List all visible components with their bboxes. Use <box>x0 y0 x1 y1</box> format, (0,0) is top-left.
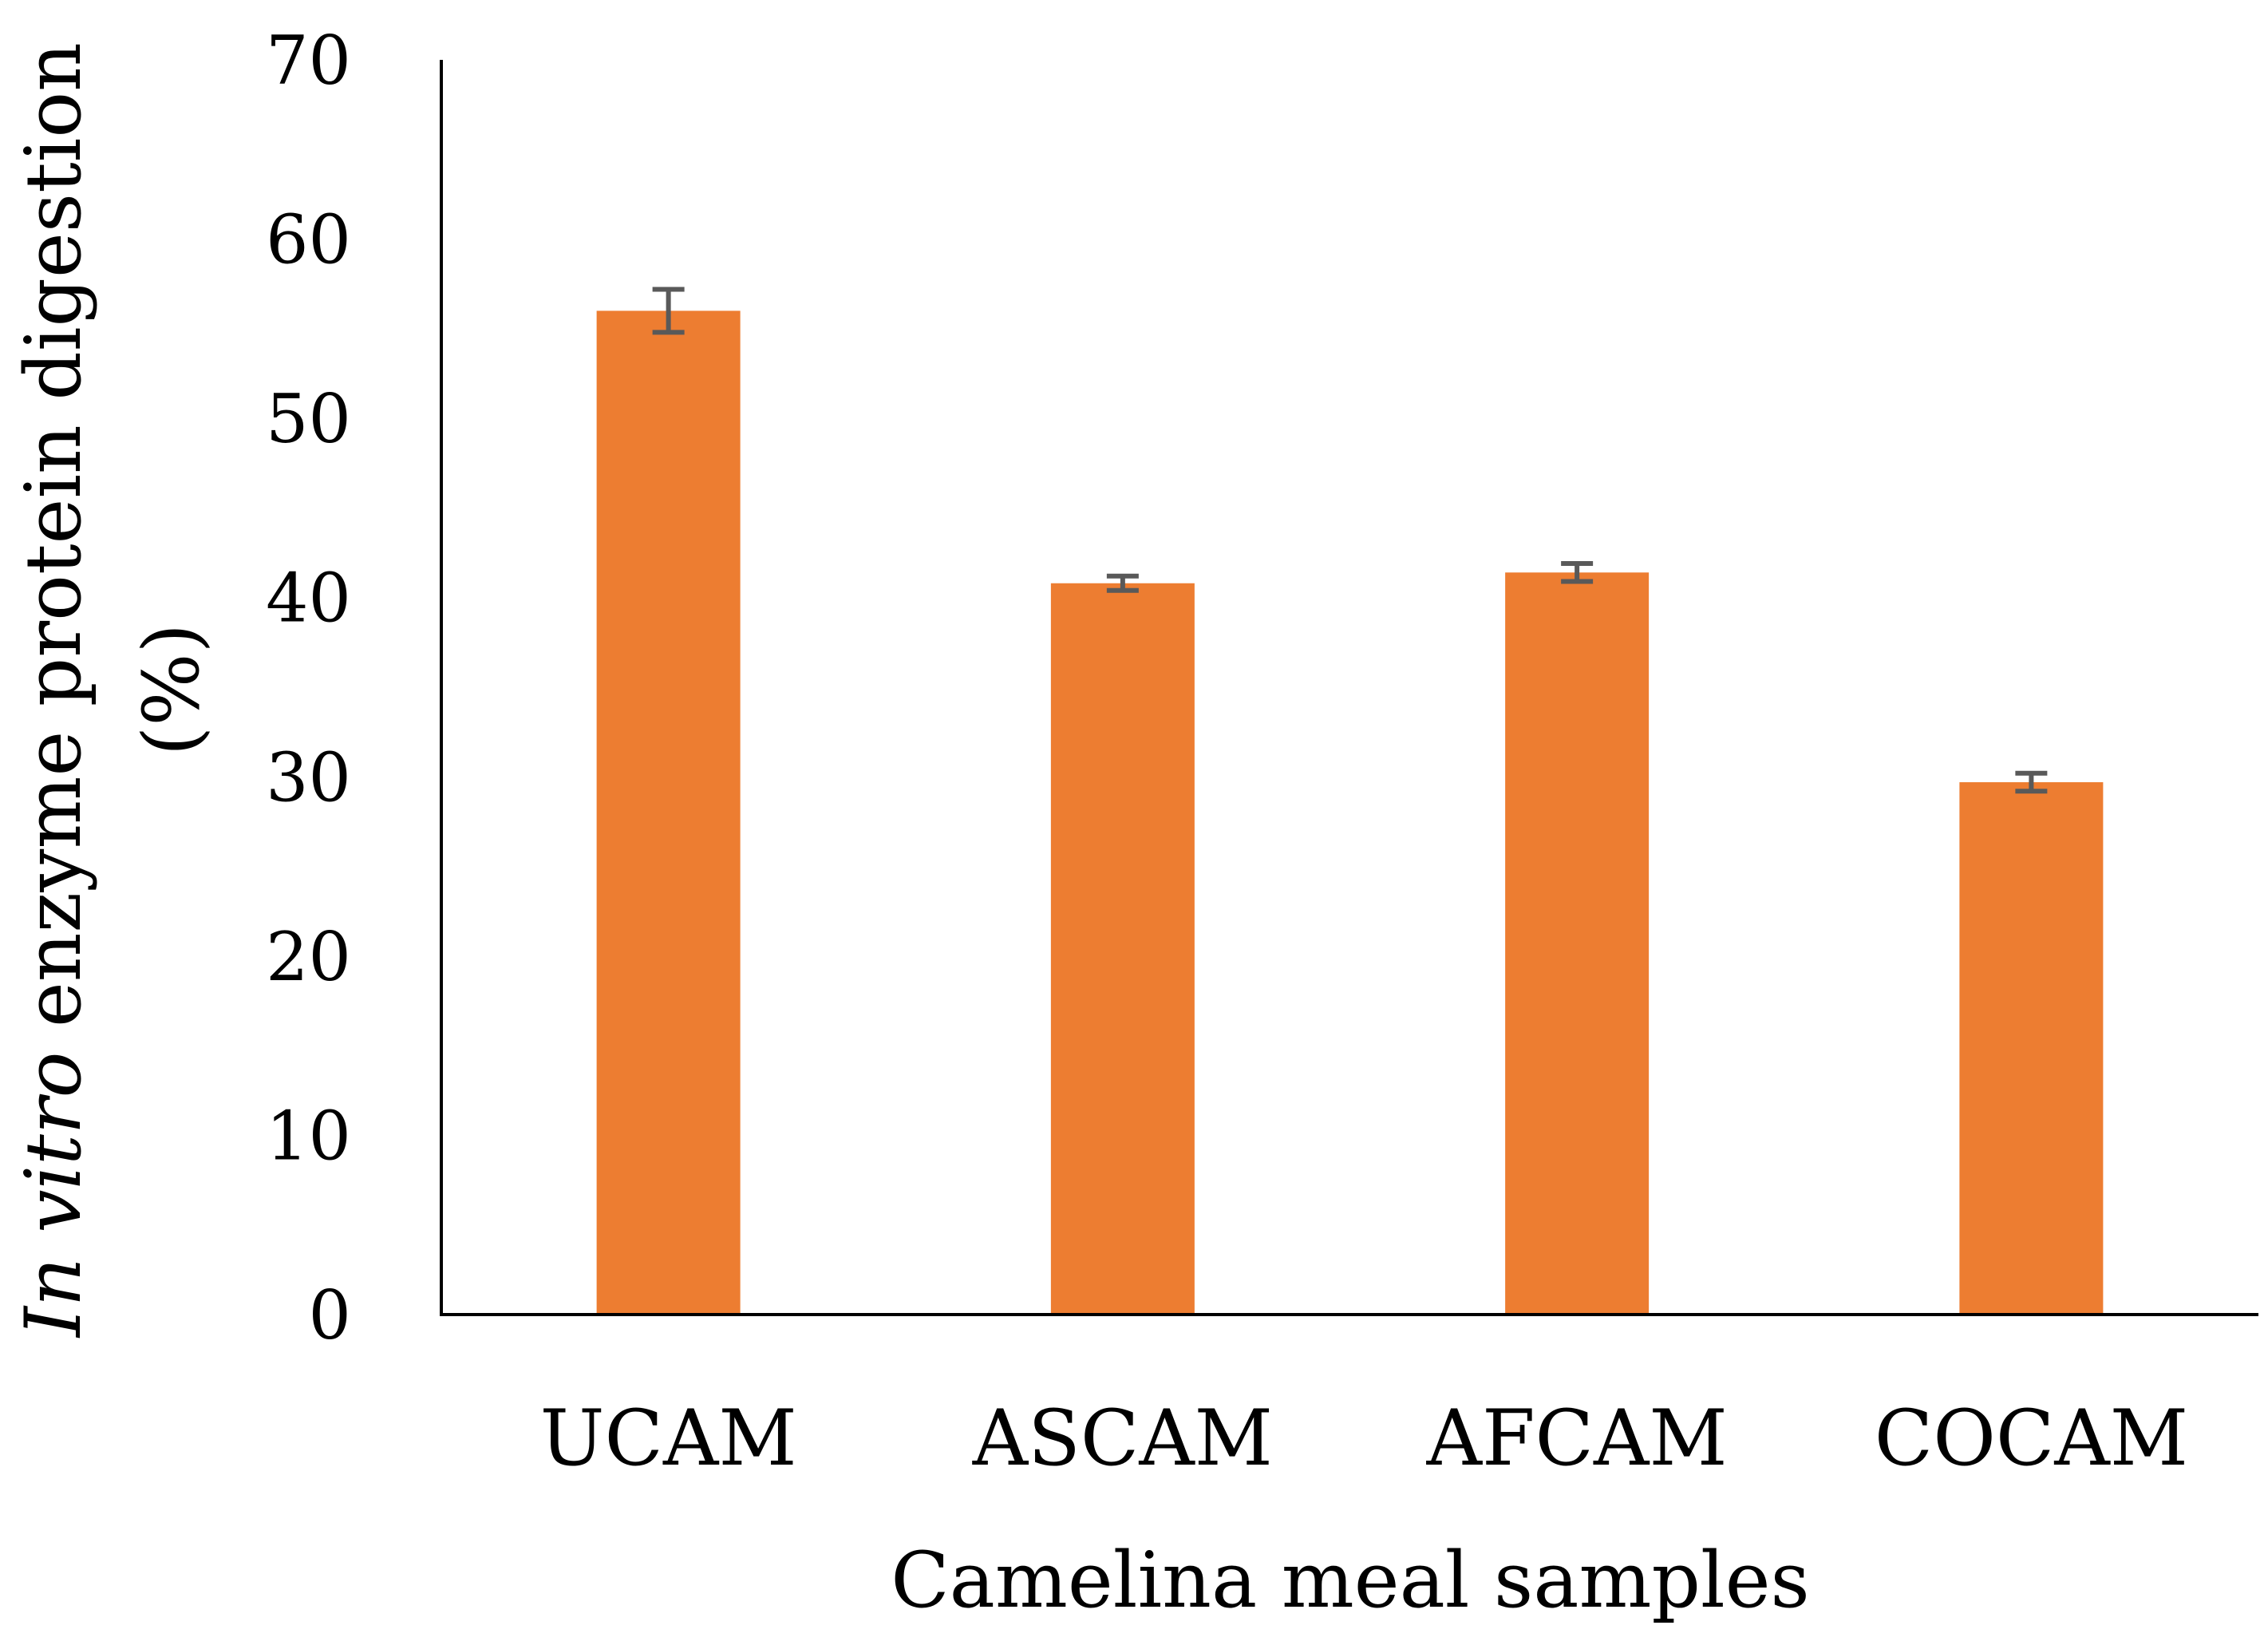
y-tick-label: 10 <box>266 1097 351 1175</box>
x-tick-label: UCAM <box>540 1394 797 1483</box>
bar-ucam <box>596 310 741 1315</box>
error-bars-layer <box>652 287 2048 794</box>
y-tick-label: 40 <box>266 560 351 638</box>
bar-ascam <box>1050 583 1195 1315</box>
x-tick-label: ASCAM <box>972 1394 1273 1483</box>
y-tick-label: 30 <box>266 738 351 817</box>
y-axis-title-italic: In vitro <box>9 1052 98 1339</box>
y-tick-label: 60 <box>266 201 351 279</box>
y-tick-label: 20 <box>266 918 351 996</box>
error-bar-cocam <box>2015 770 2048 794</box>
y-tick-label: 70 <box>266 22 351 100</box>
y-axis-title-line2: (%) <box>127 623 216 756</box>
error-bar-ucam <box>652 287 685 335</box>
y-axis-title-rest: enzyme protein digestion <box>9 42 98 1052</box>
bars-layer <box>596 310 2104 1315</box>
y-tick-labels: 0 10 20 30 40 50 60 70 <box>266 22 351 1354</box>
y-axis-title: In vitro enzyme protein digestion <box>9 42 98 1339</box>
y-tick-label: 0 <box>309 1276 351 1354</box>
error-bar-ascam <box>1106 573 1139 593</box>
bar-afcam <box>1505 572 1650 1315</box>
x-tick-label: COCAM <box>1875 1394 2188 1483</box>
y-tick-label: 50 <box>266 380 351 458</box>
x-axis-title: Camelina meal samples <box>891 1536 1810 1625</box>
x-category-labels: UCAM ASCAM AFCAM COCAM <box>540 1394 2188 1483</box>
bar-cocam <box>1959 782 2104 1315</box>
x-tick-label: AFCAM <box>1426 1394 1728 1483</box>
error-bar-afcam <box>1561 561 1594 584</box>
